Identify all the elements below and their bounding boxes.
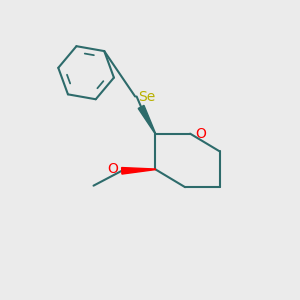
Text: O: O <box>107 162 118 176</box>
Text: O: O <box>196 127 206 141</box>
Polygon shape <box>122 167 155 174</box>
Polygon shape <box>138 105 156 134</box>
Text: Se: Se <box>138 89 155 103</box>
